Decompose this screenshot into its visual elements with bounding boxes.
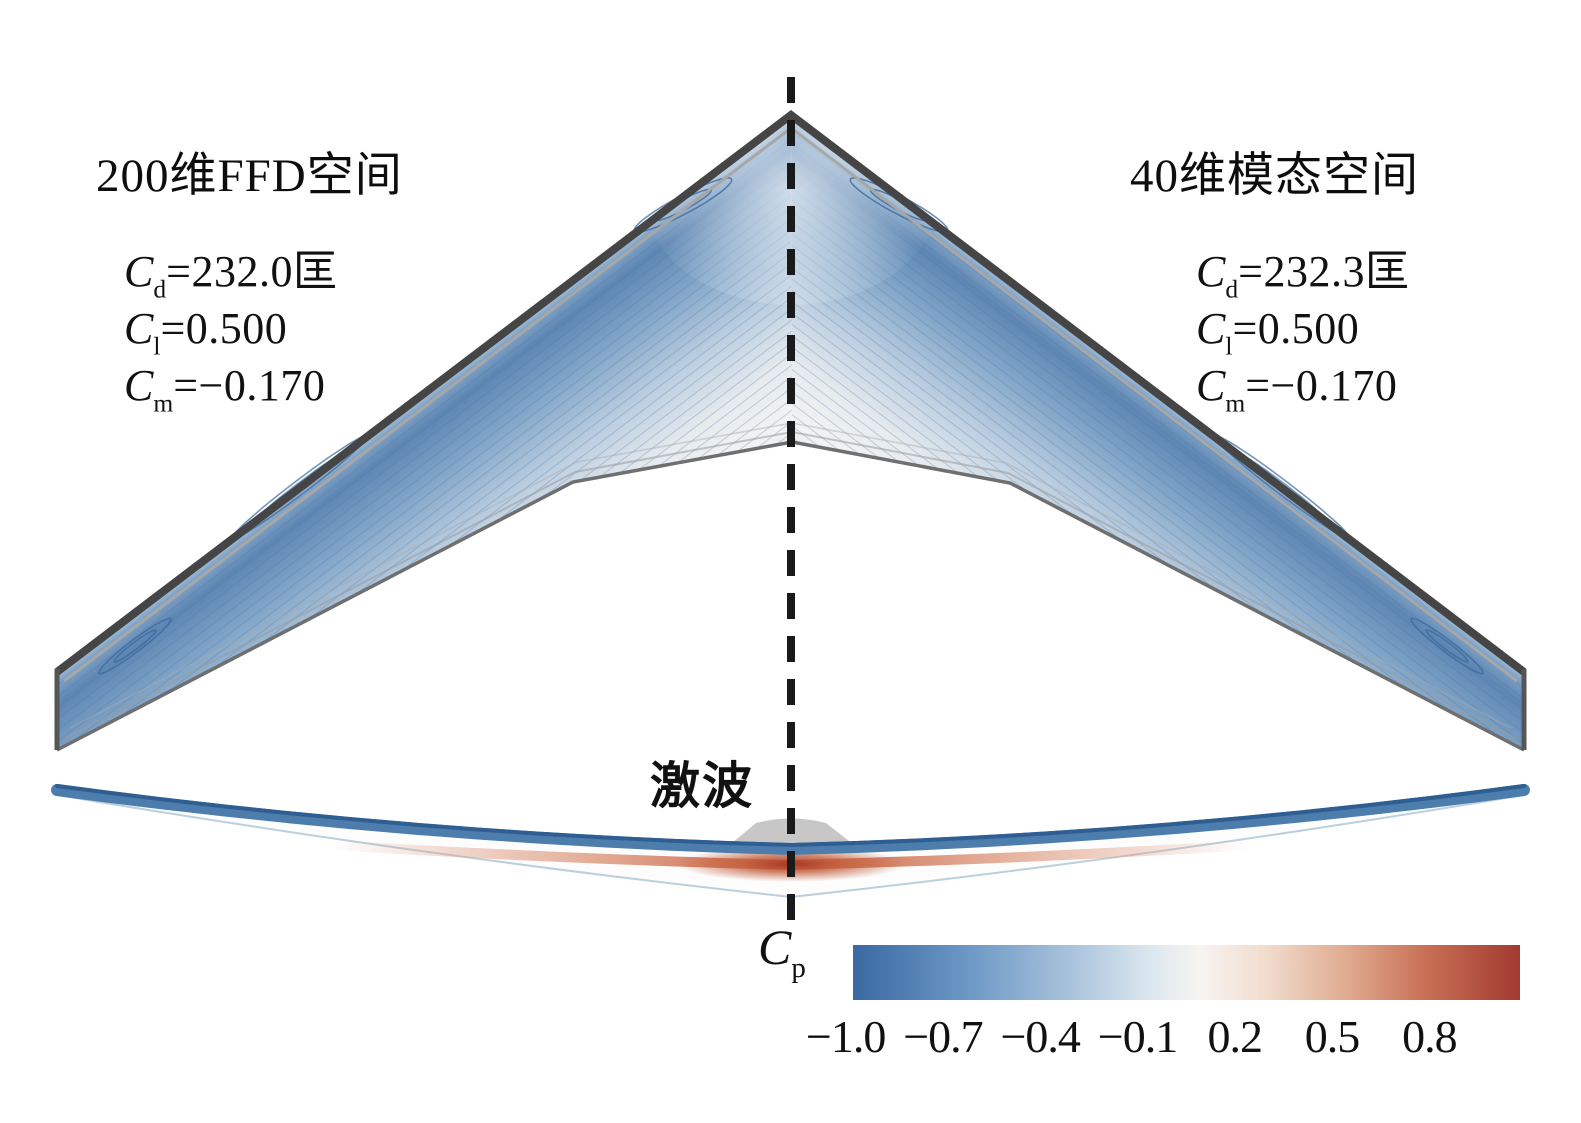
colorbar-tick: −0.1 xyxy=(1097,1011,1178,1062)
wing-cross-section xyxy=(51,784,1530,899)
left-annotation: 200维FFD空间 Cd=232.0匡 Cl=0.500 Cm=−0.170 xyxy=(96,136,403,418)
leading-edge xyxy=(54,109,1527,676)
left-cl-line: Cl=0.500 xyxy=(124,304,288,361)
shock-wave-label: 激波 xyxy=(650,758,754,814)
right-coefficients: Cd=232.3匡 Cl=0.500 Cm=−0.170 xyxy=(1196,243,1419,418)
section-upper-surface-band xyxy=(51,784,1530,856)
colorbar-gradient xyxy=(853,945,1520,1000)
wing-planform xyxy=(54,75,1527,752)
apex-highlight xyxy=(641,75,941,305)
left-space-title: 200维FFD空间 xyxy=(96,150,403,202)
right-annotation: 40维模态空间 Cd=232.3匡 Cl=0.500 Cm=−0.170 xyxy=(1130,136,1419,418)
right-space-title: 40维模态空间 xyxy=(1130,150,1419,202)
colorbar-tick: −0.7 xyxy=(903,1011,983,1062)
section-upper-surface-edge xyxy=(55,784,1526,848)
colorbar-quantity-label: Cp xyxy=(758,919,806,985)
colorbar-tick: 0.5 xyxy=(1304,1011,1361,1062)
colorbar-tick: 0.8 xyxy=(1402,1011,1458,1062)
left-wing-contour-lines xyxy=(57,115,792,750)
right-wing-contour-lines xyxy=(791,115,1524,750)
right-cm-line: Cm=−0.170 xyxy=(1196,361,1398,418)
right-cl-line: Cl=0.500 xyxy=(1196,304,1360,361)
left-cd-line: Cd=232.0匡 xyxy=(124,247,338,304)
colorbar-tick: 0.2 xyxy=(1207,1011,1264,1062)
right-cd-line: Cd=232.3匡 xyxy=(1196,247,1410,304)
left-cm-line: Cm=−0.170 xyxy=(124,361,326,418)
colorbar-tick: −1.0 xyxy=(805,1011,886,1062)
left-coefficients: Cd=232.0匡 Cl=0.500 Cm=−0.170 xyxy=(124,243,403,418)
colorbar-tick: −0.4 xyxy=(1000,1011,1080,1062)
wingtip-edges xyxy=(54,669,1527,750)
colorbar-ticks: −1.0 −0.7 −0.4 −0.1 0.2 0.5 0.8 xyxy=(797,1010,1478,1063)
